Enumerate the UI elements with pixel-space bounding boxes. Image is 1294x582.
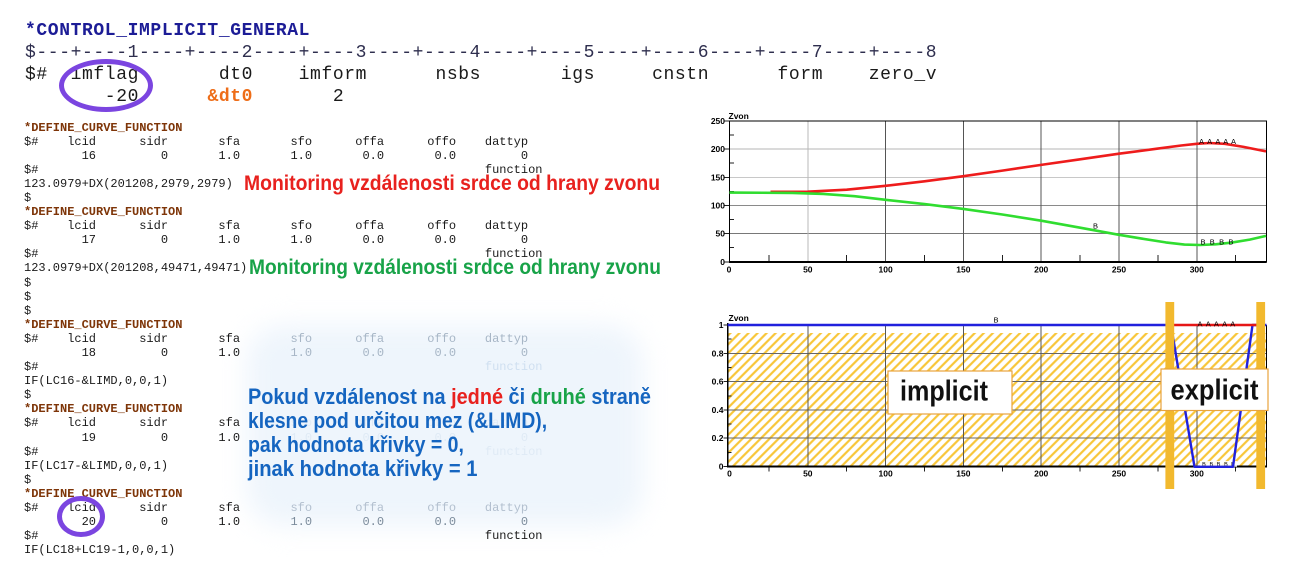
svg-text:B: B	[1200, 237, 1205, 246]
svg-text:50: 50	[716, 229, 726, 239]
svg-text:A: A	[1207, 137, 1212, 146]
svg-text:150: 150	[956, 469, 970, 479]
svg-text:B: B	[1219, 237, 1224, 246]
svg-text:100: 100	[879, 469, 893, 479]
svg-text:200: 200	[711, 144, 725, 154]
svg-text:200: 200	[1034, 264, 1048, 274]
svg-text:A: A	[1199, 137, 1204, 146]
svg-text:B: B	[1202, 462, 1206, 468]
svg-text:A: A	[1230, 320, 1235, 329]
svg-text:A: A	[1206, 320, 1211, 329]
svg-text:50: 50	[803, 469, 813, 479]
svg-text:B: B	[1209, 462, 1213, 468]
svg-text:300: 300	[1190, 469, 1204, 479]
svg-text:B: B	[1224, 462, 1228, 468]
svg-text:250: 250	[1112, 264, 1126, 274]
svg-text:200: 200	[1034, 469, 1048, 479]
svg-text:250: 250	[711, 116, 725, 126]
svg-text:0: 0	[727, 469, 732, 479]
svg-text:A: A	[1215, 137, 1220, 146]
svg-text:B: B	[1210, 237, 1215, 246]
svg-text:B: B	[1217, 462, 1221, 468]
svg-text:0.8: 0.8	[712, 348, 724, 358]
svg-text:A: A	[1222, 320, 1227, 329]
svg-text:150: 150	[956, 264, 970, 274]
svg-text:100: 100	[711, 201, 725, 211]
svg-text:Zvon: Zvon	[729, 111, 749, 121]
svg-text:0: 0	[720, 257, 725, 267]
svg-text:A: A	[1231, 137, 1236, 146]
svg-text:B: B	[1093, 222, 1098, 231]
svg-text:A: A	[1214, 320, 1219, 329]
svg-text:300: 300	[1190, 264, 1204, 274]
svg-text:0.4: 0.4	[712, 405, 724, 415]
svg-text:50: 50	[803, 264, 813, 274]
svg-text:0: 0	[727, 264, 732, 274]
svg-text:explicit: explicit	[1171, 373, 1259, 406]
svg-text:0.2: 0.2	[712, 433, 724, 443]
svg-text:1: 1	[719, 320, 724, 330]
svg-text:100: 100	[879, 264, 893, 274]
svg-text:B: B	[1228, 237, 1233, 246]
svg-text:B: B	[993, 316, 998, 325]
svg-text:0.6: 0.6	[712, 377, 724, 387]
svg-text:250: 250	[1112, 469, 1126, 479]
svg-text:A: A	[1223, 137, 1228, 146]
svg-text:150: 150	[711, 172, 725, 182]
svg-text:implicit: implicit	[900, 374, 988, 407]
svg-text:0: 0	[719, 462, 724, 472]
svg-text:Zvon: Zvon	[729, 313, 749, 323]
svg-text:A: A	[1197, 320, 1202, 329]
